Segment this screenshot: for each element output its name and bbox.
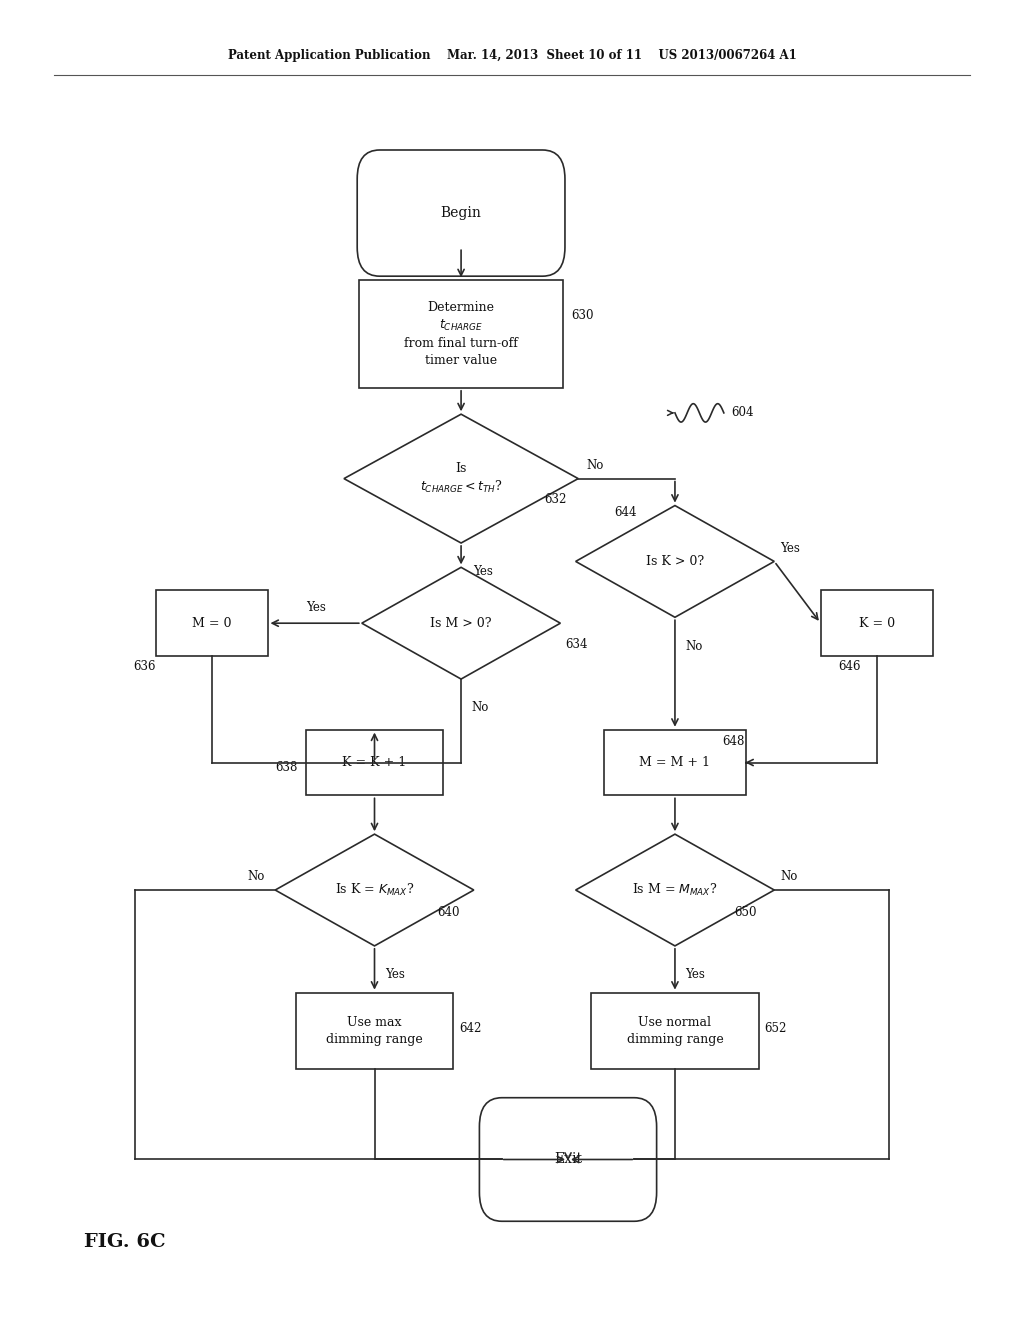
Bar bbox=[820, 590, 933, 656]
FancyBboxPatch shape bbox=[479, 1098, 656, 1221]
Polygon shape bbox=[575, 506, 774, 618]
Text: Is M > 0?: Is M > 0? bbox=[430, 616, 492, 630]
Text: 644: 644 bbox=[613, 507, 636, 519]
Text: Begin: Begin bbox=[440, 206, 481, 220]
Text: Patent Application Publication    Mar. 14, 2013  Sheet 10 of 11    US 2013/00672: Patent Application Publication Mar. 14, … bbox=[227, 49, 797, 62]
Bar bbox=[359, 280, 563, 388]
Text: M = M + 1: M = M + 1 bbox=[639, 756, 711, 770]
Text: Yes: Yes bbox=[780, 541, 800, 554]
Text: 630: 630 bbox=[571, 309, 594, 322]
Text: Is K > 0?: Is K > 0? bbox=[646, 554, 705, 568]
Polygon shape bbox=[275, 834, 474, 946]
Polygon shape bbox=[361, 568, 560, 678]
Text: 648: 648 bbox=[722, 735, 744, 748]
Text: 632: 632 bbox=[545, 494, 567, 506]
Text: Is K = $K_{MAX}$?: Is K = $K_{MAX}$? bbox=[335, 882, 414, 898]
Text: Determine
$t_{CHARGE}$
from final turn-off
timer value: Determine $t_{CHARGE}$ from final turn-o… bbox=[404, 301, 518, 367]
FancyBboxPatch shape bbox=[357, 150, 565, 276]
Bar bbox=[296, 993, 454, 1069]
Text: 642: 642 bbox=[459, 1022, 481, 1035]
Text: K = 0: K = 0 bbox=[858, 616, 895, 630]
Bar bbox=[156, 590, 267, 656]
Text: 638: 638 bbox=[275, 762, 298, 775]
Text: 604: 604 bbox=[731, 407, 754, 420]
Text: No: No bbox=[780, 870, 798, 883]
Text: No: No bbox=[248, 870, 265, 883]
Text: Yes: Yes bbox=[306, 601, 326, 614]
Bar bbox=[306, 730, 443, 796]
Text: No: No bbox=[685, 640, 702, 652]
Text: Use max
dimming range: Use max dimming range bbox=[326, 1015, 423, 1045]
Text: Yes: Yes bbox=[685, 969, 705, 981]
Text: Yes: Yes bbox=[473, 565, 494, 578]
Text: 646: 646 bbox=[838, 660, 860, 673]
Bar bbox=[591, 993, 759, 1069]
Text: 652: 652 bbox=[765, 1022, 787, 1035]
Bar bbox=[604, 730, 746, 796]
Text: 634: 634 bbox=[565, 638, 588, 651]
Text: K = K + 1: K = K + 1 bbox=[342, 756, 407, 770]
Text: No: No bbox=[587, 459, 604, 473]
Text: Exit: Exit bbox=[554, 1152, 582, 1167]
Text: M = 0: M = 0 bbox=[191, 616, 231, 630]
Text: Yes: Yes bbox=[385, 969, 404, 981]
Text: No: No bbox=[471, 701, 488, 714]
Text: 636: 636 bbox=[133, 660, 156, 673]
Polygon shape bbox=[575, 834, 774, 946]
Polygon shape bbox=[344, 414, 579, 543]
Text: Use normal
dimming range: Use normal dimming range bbox=[627, 1015, 723, 1045]
Text: FIG. 6C: FIG. 6C bbox=[84, 1233, 166, 1251]
Text: Is M = $M_{MAX}$?: Is M = $M_{MAX}$? bbox=[632, 882, 718, 898]
Text: 650: 650 bbox=[734, 906, 757, 919]
Text: Is
$t_{CHARGE} < t_{TH}$?: Is $t_{CHARGE} < t_{TH}$? bbox=[420, 462, 503, 495]
Text: 640: 640 bbox=[437, 906, 460, 919]
